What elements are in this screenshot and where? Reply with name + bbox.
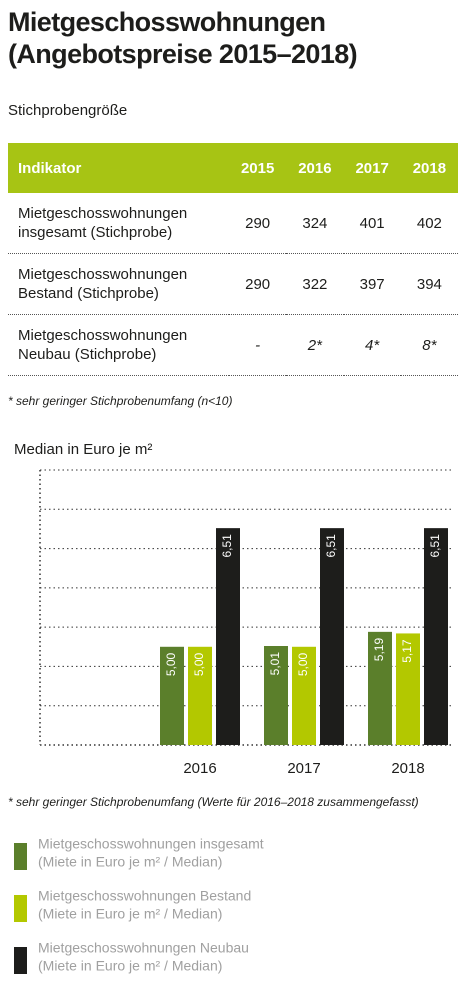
header-row: Indikator 2015 2016 2017 2018: [8, 143, 458, 193]
table-cell: 401: [343, 193, 401, 254]
value-label: 5,01: [268, 652, 282, 676]
bar: [188, 646, 212, 745]
bar: [216, 528, 240, 745]
table-row: Mietgeschosswohnungen Neubau (Stichprobe…: [8, 314, 458, 376]
title-line: (Angebotspreise 2015–2018): [8, 39, 358, 69]
legend-swatch: [14, 947, 27, 974]
footnote: * sehr geringer Stichprobenumfang (n<10): [8, 394, 233, 408]
table-cell: Mietgeschosswohnungen Neubau (Stichprobe…: [8, 314, 229, 376]
table-cell: 322: [286, 253, 344, 315]
table-cell: 4*: [343, 314, 401, 376]
value-label: 6,51: [220, 534, 234, 558]
table: Indikator 2015 2016 2017 2018 Mietgeschosswo…: [8, 143, 458, 376]
legend-note: (Miete in Euro je m² / Median): [38, 958, 222, 974]
table-cell: 324: [286, 193, 344, 254]
bar: [424, 528, 448, 745]
value-label: 5,00: [296, 652, 310, 676]
value-label: 5,00: [192, 652, 206, 676]
column-header: 2016: [286, 143, 344, 193]
bar: [396, 633, 420, 745]
value-label: 5,19: [372, 638, 386, 662]
title: Mietgeschosswohnungen (Angebotspreise 201…: [8, 6, 358, 70]
table-cell: 402: [400, 193, 458, 254]
bar: [320, 528, 344, 745]
table-cell: 8*: [400, 314, 458, 376]
bar: [368, 631, 392, 745]
table-cell: 290: [229, 253, 287, 315]
legend-label: Mietgeschosswohnungen Neubau: [38, 940, 249, 956]
x-tick-label: 2016: [183, 760, 216, 777]
value-label: 6,51: [324, 534, 338, 558]
table-body: Mietgeschosswohnungen insgesamt (Stichpr…: [8, 193, 458, 376]
legend-swatch: [14, 843, 27, 870]
legend-swatch: [14, 895, 27, 922]
legend-label: Mietgeschosswohnungen Bestand: [38, 888, 251, 904]
table-cell: 290: [229, 193, 287, 254]
table-cell: -: [229, 314, 287, 376]
table-cell: 397: [343, 253, 401, 315]
column-header: Indikator: [8, 143, 229, 193]
x-tick-label: 2018: [391, 760, 424, 777]
legend-label: Mietgeschosswohnungen insgesamt: [38, 836, 264, 852]
legend-note: (Miete in Euro je m² / Median): [38, 906, 222, 922]
title-line: Mietgeschosswohnungen: [8, 7, 326, 37]
table-cell: Mietgeschosswohnungen insgesamt (Stichpr…: [8, 193, 229, 254]
x-tick-label: 2017: [287, 760, 320, 777]
column-header: 2018: [400, 143, 458, 193]
chart-footnote: * sehr geringer Stichprobenumfang (Werte…: [8, 795, 419, 809]
table-cell: Mietgeschosswohnungen Bestand (Stichprob…: [8, 253, 229, 315]
bar: [292, 646, 316, 745]
column-header: 2015: [229, 143, 287, 193]
table-cell: 394: [400, 253, 458, 315]
value-label: 5,17: [400, 639, 414, 663]
legend-note: (Miete in Euro je m² / Median): [38, 854, 222, 870]
subtitle: Stichprobengröße: [8, 102, 128, 119]
bar: [264, 646, 288, 745]
table-row: Mietgeschosswohnungen Bestand (Stichprob…: [8, 253, 458, 315]
column-header: 2017: [343, 143, 401, 193]
bar: [160, 646, 184, 745]
value-label: 5,00: [164, 652, 178, 676]
table-cell: 2*: [286, 314, 344, 376]
chart-title: Median in Euro je m²: [14, 441, 152, 458]
value-label: 6,51: [428, 534, 442, 558]
table-row: Mietgeschosswohnungen insgesamt (Stichpr…: [8, 193, 458, 254]
